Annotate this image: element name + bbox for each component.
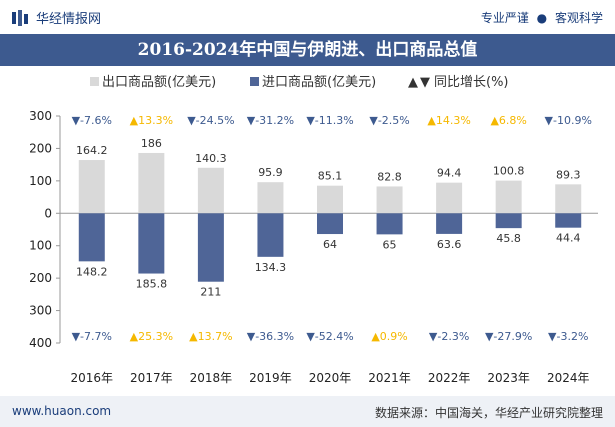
export-value-label: 186 <box>141 137 162 150</box>
import-growth-label: ▲25.3% <box>130 330 173 343</box>
x-tick-label: 2017年 <box>130 371 173 385</box>
y-tick-label: 100 <box>29 239 52 253</box>
export-value-label: 95.9 <box>258 166 283 179</box>
brand-logo-icon <box>12 9 28 26</box>
export-growth-label: ▼-10.9% <box>545 114 592 127</box>
import-value-label: 211 <box>200 286 221 299</box>
export-value-label: 89.3 <box>556 168 581 181</box>
export-value-label: 140.3 <box>195 152 227 165</box>
import-growth-label: ▼-27.9% <box>485 330 532 343</box>
import-value-label: 65 <box>383 238 397 251</box>
y-tick-label: 100 <box>29 174 52 188</box>
y-tick-label: 400 <box>29 336 52 350</box>
import-bar <box>257 213 284 257</box>
bars <box>78 152 582 282</box>
import-value-label: 63.6 <box>437 238 462 251</box>
export-bar <box>317 185 343 214</box>
brand-name: 华经情报网 <box>36 12 102 27</box>
x-tick-label: 2023年 <box>487 371 530 385</box>
import-growth-label: ▼-3.2% <box>548 330 588 343</box>
import-growth-label: ▼-52.4% <box>306 330 353 343</box>
import-bar <box>495 213 522 229</box>
export-growth-label: ▼-24.5% <box>187 114 234 127</box>
import-growth-label: ▼-36.3% <box>247 330 294 343</box>
x-tick-label: 2021年 <box>368 371 411 385</box>
export-value-label: 94.4 <box>437 167 462 180</box>
tagline-a: 专业严谨 <box>480 11 529 25</box>
legend-import-swatch <box>250 77 259 86</box>
export-bar <box>555 184 582 214</box>
legend-down-triangle-icon: ▼ <box>420 75 430 90</box>
x-tick-label: 2024年 <box>547 371 590 385</box>
import-growth-label: ▲0.9% <box>371 330 407 343</box>
export-growth-label: ▲6.8% <box>490 114 526 127</box>
export-bar <box>257 182 284 214</box>
import-bar <box>317 213 343 235</box>
chart-area: 出口商品额(亿美元) 进口商品额(亿美元) ▲ ▼ 同比增长(%) 300 200… <box>29 75 598 385</box>
x-tick-label: 2018年 <box>190 371 233 385</box>
data-source: 数据来源：中国海关，华经产业研究院整理 <box>374 406 603 420</box>
x-tick-label: 2020年 <box>309 371 352 385</box>
x-tick-label: 2022年 <box>428 371 471 385</box>
x-tick-label: 2019年 <box>249 371 292 385</box>
y-tick-label: 200 <box>29 141 52 155</box>
brand: 华经情报网 <box>12 8 101 27</box>
footer: www.huaon.com 数据来源：中国海关，华经产业研究院整理 <box>0 396 615 427</box>
import-value-label: 64 <box>323 238 337 251</box>
import-value-label: 44.4 <box>556 232 581 245</box>
import-bar <box>376 213 403 235</box>
axes: 300 200 100 0 100 200 300 400 <box>29 109 598 350</box>
import-bar <box>555 213 582 228</box>
legend-export-label: 出口商品额(亿美元) <box>102 75 216 90</box>
x-tick-label: 2016年 <box>71 371 114 385</box>
import-value-label: 45.8 <box>496 232 521 245</box>
export-value-label: 85.1 <box>318 170 343 183</box>
website-link[interactable]: www.huaon.com <box>12 404 112 418</box>
export-value-label: 164.2 <box>76 144 108 157</box>
labels: 164.2 148.2 ▼-7.6% ▼-7.7% 2016年 186 185.8 ▲13.3… <box>71 114 592 385</box>
import-bar <box>78 213 105 262</box>
import-bar <box>197 213 224 282</box>
y-tick-label: 200 <box>29 271 52 285</box>
export-bar <box>78 160 105 214</box>
import-value-label: 134.3 <box>255 261 287 274</box>
export-growth-label: ▼-31.2% <box>247 114 294 127</box>
tagline-dot-icon: ● <box>536 11 548 25</box>
import-growth-label: ▲13.7% <box>189 330 232 343</box>
export-growth-label: ▲13.3% <box>130 114 173 127</box>
export-value-label: 100.8 <box>493 165 525 178</box>
tagline: 专业严谨 ● 客观科学 <box>481 9 603 26</box>
y-tick-label: 300 <box>29 304 52 318</box>
export-growth-label: ▼-11.3% <box>306 114 353 127</box>
import-growth-label: ▼-2.3% <box>429 330 469 343</box>
export-bar <box>376 186 403 214</box>
legend-export-swatch <box>90 77 99 86</box>
import-value-label: 148.2 <box>76 265 108 278</box>
export-bar <box>197 167 224 214</box>
export-bar <box>436 182 463 214</box>
legend: 出口商品额(亿美元) 进口商品额(亿美元) ▲ ▼ 同比增长(%) <box>90 75 509 90</box>
export-growth-label: ▼-7.6% <box>72 114 112 127</box>
import-bar <box>138 213 165 274</box>
import-value-label: 185.8 <box>136 278 168 291</box>
import-growth-label: ▼-7.7% <box>72 330 112 343</box>
export-value-label: 82.8 <box>377 170 402 183</box>
legend-growth-label: 同比增长(%) <box>434 75 509 90</box>
y-tick-label: 0 <box>44 206 52 220</box>
chart-title: 2016-2024年中国与伊朗进、出口商品总值 <box>0 34 615 66</box>
header: 华经情报网 专业严谨 ● 客观科学 <box>0 0 615 34</box>
import-bar <box>436 213 463 234</box>
export-bar <box>495 180 522 214</box>
legend-import-label: 进口商品额(亿美元) <box>262 75 376 90</box>
export-growth-label: ▼-2.5% <box>369 114 409 127</box>
tagline-b: 客观科学 <box>554 11 603 25</box>
legend-up-triangle-icon: ▲ <box>408 75 418 90</box>
y-tick-label: 300 <box>29 109 52 123</box>
export-growth-label: ▲14.3% <box>427 114 470 127</box>
export-bar <box>138 152 165 214</box>
